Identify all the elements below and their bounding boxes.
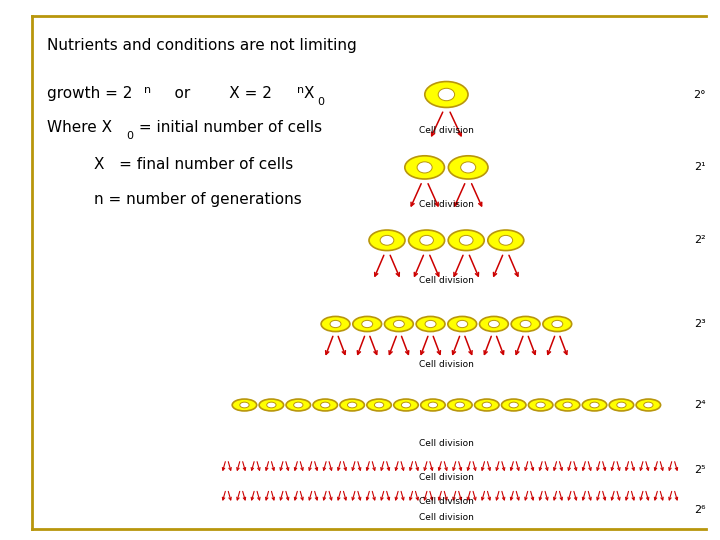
Ellipse shape bbox=[409, 230, 445, 251]
Ellipse shape bbox=[259, 399, 284, 411]
Ellipse shape bbox=[480, 316, 508, 332]
Text: 2²: 2² bbox=[694, 235, 706, 245]
Ellipse shape bbox=[428, 402, 438, 408]
Text: Where X: Where X bbox=[47, 120, 112, 135]
Ellipse shape bbox=[438, 88, 454, 101]
Text: Cell division: Cell division bbox=[419, 440, 474, 448]
Ellipse shape bbox=[448, 230, 484, 251]
Ellipse shape bbox=[449, 156, 488, 179]
Ellipse shape bbox=[644, 402, 653, 408]
Ellipse shape bbox=[609, 399, 634, 411]
Text: Cell division: Cell division bbox=[419, 497, 474, 505]
Ellipse shape bbox=[552, 320, 563, 328]
Ellipse shape bbox=[321, 316, 350, 332]
Text: 2¹: 2¹ bbox=[694, 163, 706, 172]
Ellipse shape bbox=[330, 320, 341, 328]
Ellipse shape bbox=[536, 402, 545, 408]
Ellipse shape bbox=[636, 399, 661, 411]
Ellipse shape bbox=[482, 402, 492, 408]
Ellipse shape bbox=[488, 230, 523, 251]
Ellipse shape bbox=[366, 399, 392, 411]
Ellipse shape bbox=[380, 235, 394, 245]
Ellipse shape bbox=[448, 399, 472, 411]
Ellipse shape bbox=[448, 316, 477, 332]
Ellipse shape bbox=[240, 402, 249, 408]
Ellipse shape bbox=[393, 320, 405, 328]
Ellipse shape bbox=[286, 399, 310, 411]
Text: X: X bbox=[304, 86, 315, 102]
Text: 2⁶: 2⁶ bbox=[694, 505, 706, 515]
Ellipse shape bbox=[501, 399, 526, 411]
Ellipse shape bbox=[353, 316, 382, 332]
Text: 0: 0 bbox=[127, 131, 134, 141]
Ellipse shape bbox=[499, 235, 513, 245]
Text: = initial number of cells: = initial number of cells bbox=[134, 120, 322, 135]
Ellipse shape bbox=[488, 320, 500, 328]
Ellipse shape bbox=[313, 399, 338, 411]
Ellipse shape bbox=[425, 82, 468, 107]
Ellipse shape bbox=[384, 316, 413, 332]
Ellipse shape bbox=[425, 320, 436, 328]
Ellipse shape bbox=[420, 399, 445, 411]
Ellipse shape bbox=[374, 402, 384, 408]
Ellipse shape bbox=[590, 402, 599, 408]
Ellipse shape bbox=[459, 235, 473, 245]
Ellipse shape bbox=[416, 316, 445, 332]
Ellipse shape bbox=[543, 316, 572, 332]
Ellipse shape bbox=[520, 320, 531, 328]
Ellipse shape bbox=[401, 402, 410, 408]
Ellipse shape bbox=[369, 230, 405, 251]
Text: Cell division: Cell division bbox=[419, 276, 474, 285]
Text: Cell division: Cell division bbox=[419, 200, 474, 208]
Ellipse shape bbox=[511, 316, 540, 332]
Ellipse shape bbox=[232, 399, 256, 411]
Text: Nutrients and conditions are not limiting: Nutrients and conditions are not limitin… bbox=[47, 38, 356, 53]
Ellipse shape bbox=[617, 402, 626, 408]
Ellipse shape bbox=[563, 402, 572, 408]
Ellipse shape bbox=[417, 162, 432, 173]
Text: X   = final number of cells: X = final number of cells bbox=[94, 157, 293, 172]
Text: Cell division: Cell division bbox=[419, 513, 474, 522]
Ellipse shape bbox=[582, 399, 607, 411]
Ellipse shape bbox=[266, 402, 276, 408]
Ellipse shape bbox=[340, 399, 364, 411]
Ellipse shape bbox=[455, 402, 464, 408]
Text: Cell division: Cell division bbox=[419, 474, 474, 482]
Ellipse shape bbox=[294, 402, 303, 408]
Text: 0: 0 bbox=[317, 97, 324, 107]
Ellipse shape bbox=[394, 399, 418, 411]
Ellipse shape bbox=[348, 402, 357, 408]
Text: 2⁵: 2⁵ bbox=[694, 465, 706, 475]
Ellipse shape bbox=[461, 162, 476, 173]
Text: n = number of generations: n = number of generations bbox=[94, 192, 302, 207]
Text: n: n bbox=[297, 85, 305, 95]
Text: growth = 2: growth = 2 bbox=[47, 86, 132, 102]
Ellipse shape bbox=[509, 402, 518, 408]
Text: 2⁴: 2⁴ bbox=[694, 400, 706, 410]
Ellipse shape bbox=[320, 402, 330, 408]
Ellipse shape bbox=[555, 399, 580, 411]
Text: 2°: 2° bbox=[693, 90, 706, 99]
Text: 2³: 2³ bbox=[694, 319, 706, 329]
Ellipse shape bbox=[420, 235, 433, 245]
Ellipse shape bbox=[474, 399, 499, 411]
Ellipse shape bbox=[405, 156, 444, 179]
Text: n: n bbox=[144, 85, 151, 95]
Text: Cell division: Cell division bbox=[419, 126, 474, 135]
Text: Cell division: Cell division bbox=[419, 360, 474, 369]
Ellipse shape bbox=[361, 320, 373, 328]
Ellipse shape bbox=[456, 320, 468, 328]
Ellipse shape bbox=[528, 399, 553, 411]
Text: or        X = 2: or X = 2 bbox=[155, 86, 271, 102]
